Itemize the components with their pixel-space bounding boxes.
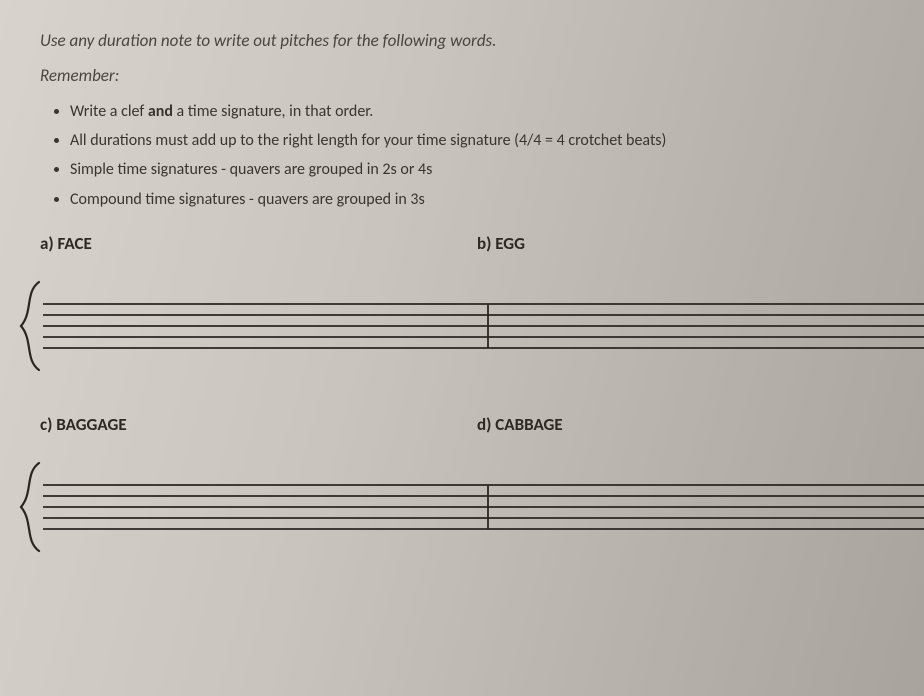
staff-svg-cd [15, 455, 924, 565]
exercise-id: b) [477, 233, 491, 254]
exercise-id: d) [477, 414, 491, 435]
rules-list: Write a clef and a time signature, in th… [70, 98, 914, 213]
exercise-id: a) [40, 233, 54, 254]
exercise-row-cd: c) BAGGAGE d) CABBAGE [40, 414, 914, 443]
exercise-row-ab: a) FACE b) EGG [40, 233, 914, 262]
rule-item: Write a clef and a time signature, in th… [70, 98, 914, 125]
rule-text: Compound time signatures - quavers are g… [70, 190, 425, 209]
staff-svg-ab [15, 274, 924, 384]
rule-text-post: a time signature, in that order. [173, 102, 373, 121]
rule-item: Compound time signatures - quavers are g… [70, 186, 914, 213]
staff-cd [15, 455, 924, 565]
exercise-label-c: c) BAGGAGE [40, 414, 477, 435]
exercise-id: c) [40, 414, 52, 435]
exercise-label-d: d) CABBAGE [477, 414, 914, 435]
rule-text-bold: and [148, 102, 173, 121]
rule-text-pre: Write a clef [70, 102, 148, 121]
exercise-word: EGG [495, 233, 525, 254]
exercise-word: FACE [58, 233, 92, 254]
staff-ab [15, 274, 924, 384]
rule-text: All durations must add up to the right l… [70, 131, 666, 150]
exercise-label-b: b) EGG [477, 233, 914, 254]
remember-label: Remember: [40, 65, 914, 86]
rule-item: Simple time signatures - quavers are gro… [70, 156, 914, 183]
exercise-word: BAGGAGE [56, 414, 126, 435]
instruction-text: Use any duration note to write out pitch… [40, 30, 914, 51]
rule-item: All durations must add up to the right l… [70, 127, 914, 154]
exercises-section: a) FACE b) EGG c) BAGGAGE d) CABBAGE [40, 233, 914, 565]
exercise-label-a: a) FACE [40, 233, 477, 254]
rule-text: Simple time signatures - quavers are gro… [70, 160, 432, 179]
exercise-word: CABBAGE [495, 414, 562, 435]
